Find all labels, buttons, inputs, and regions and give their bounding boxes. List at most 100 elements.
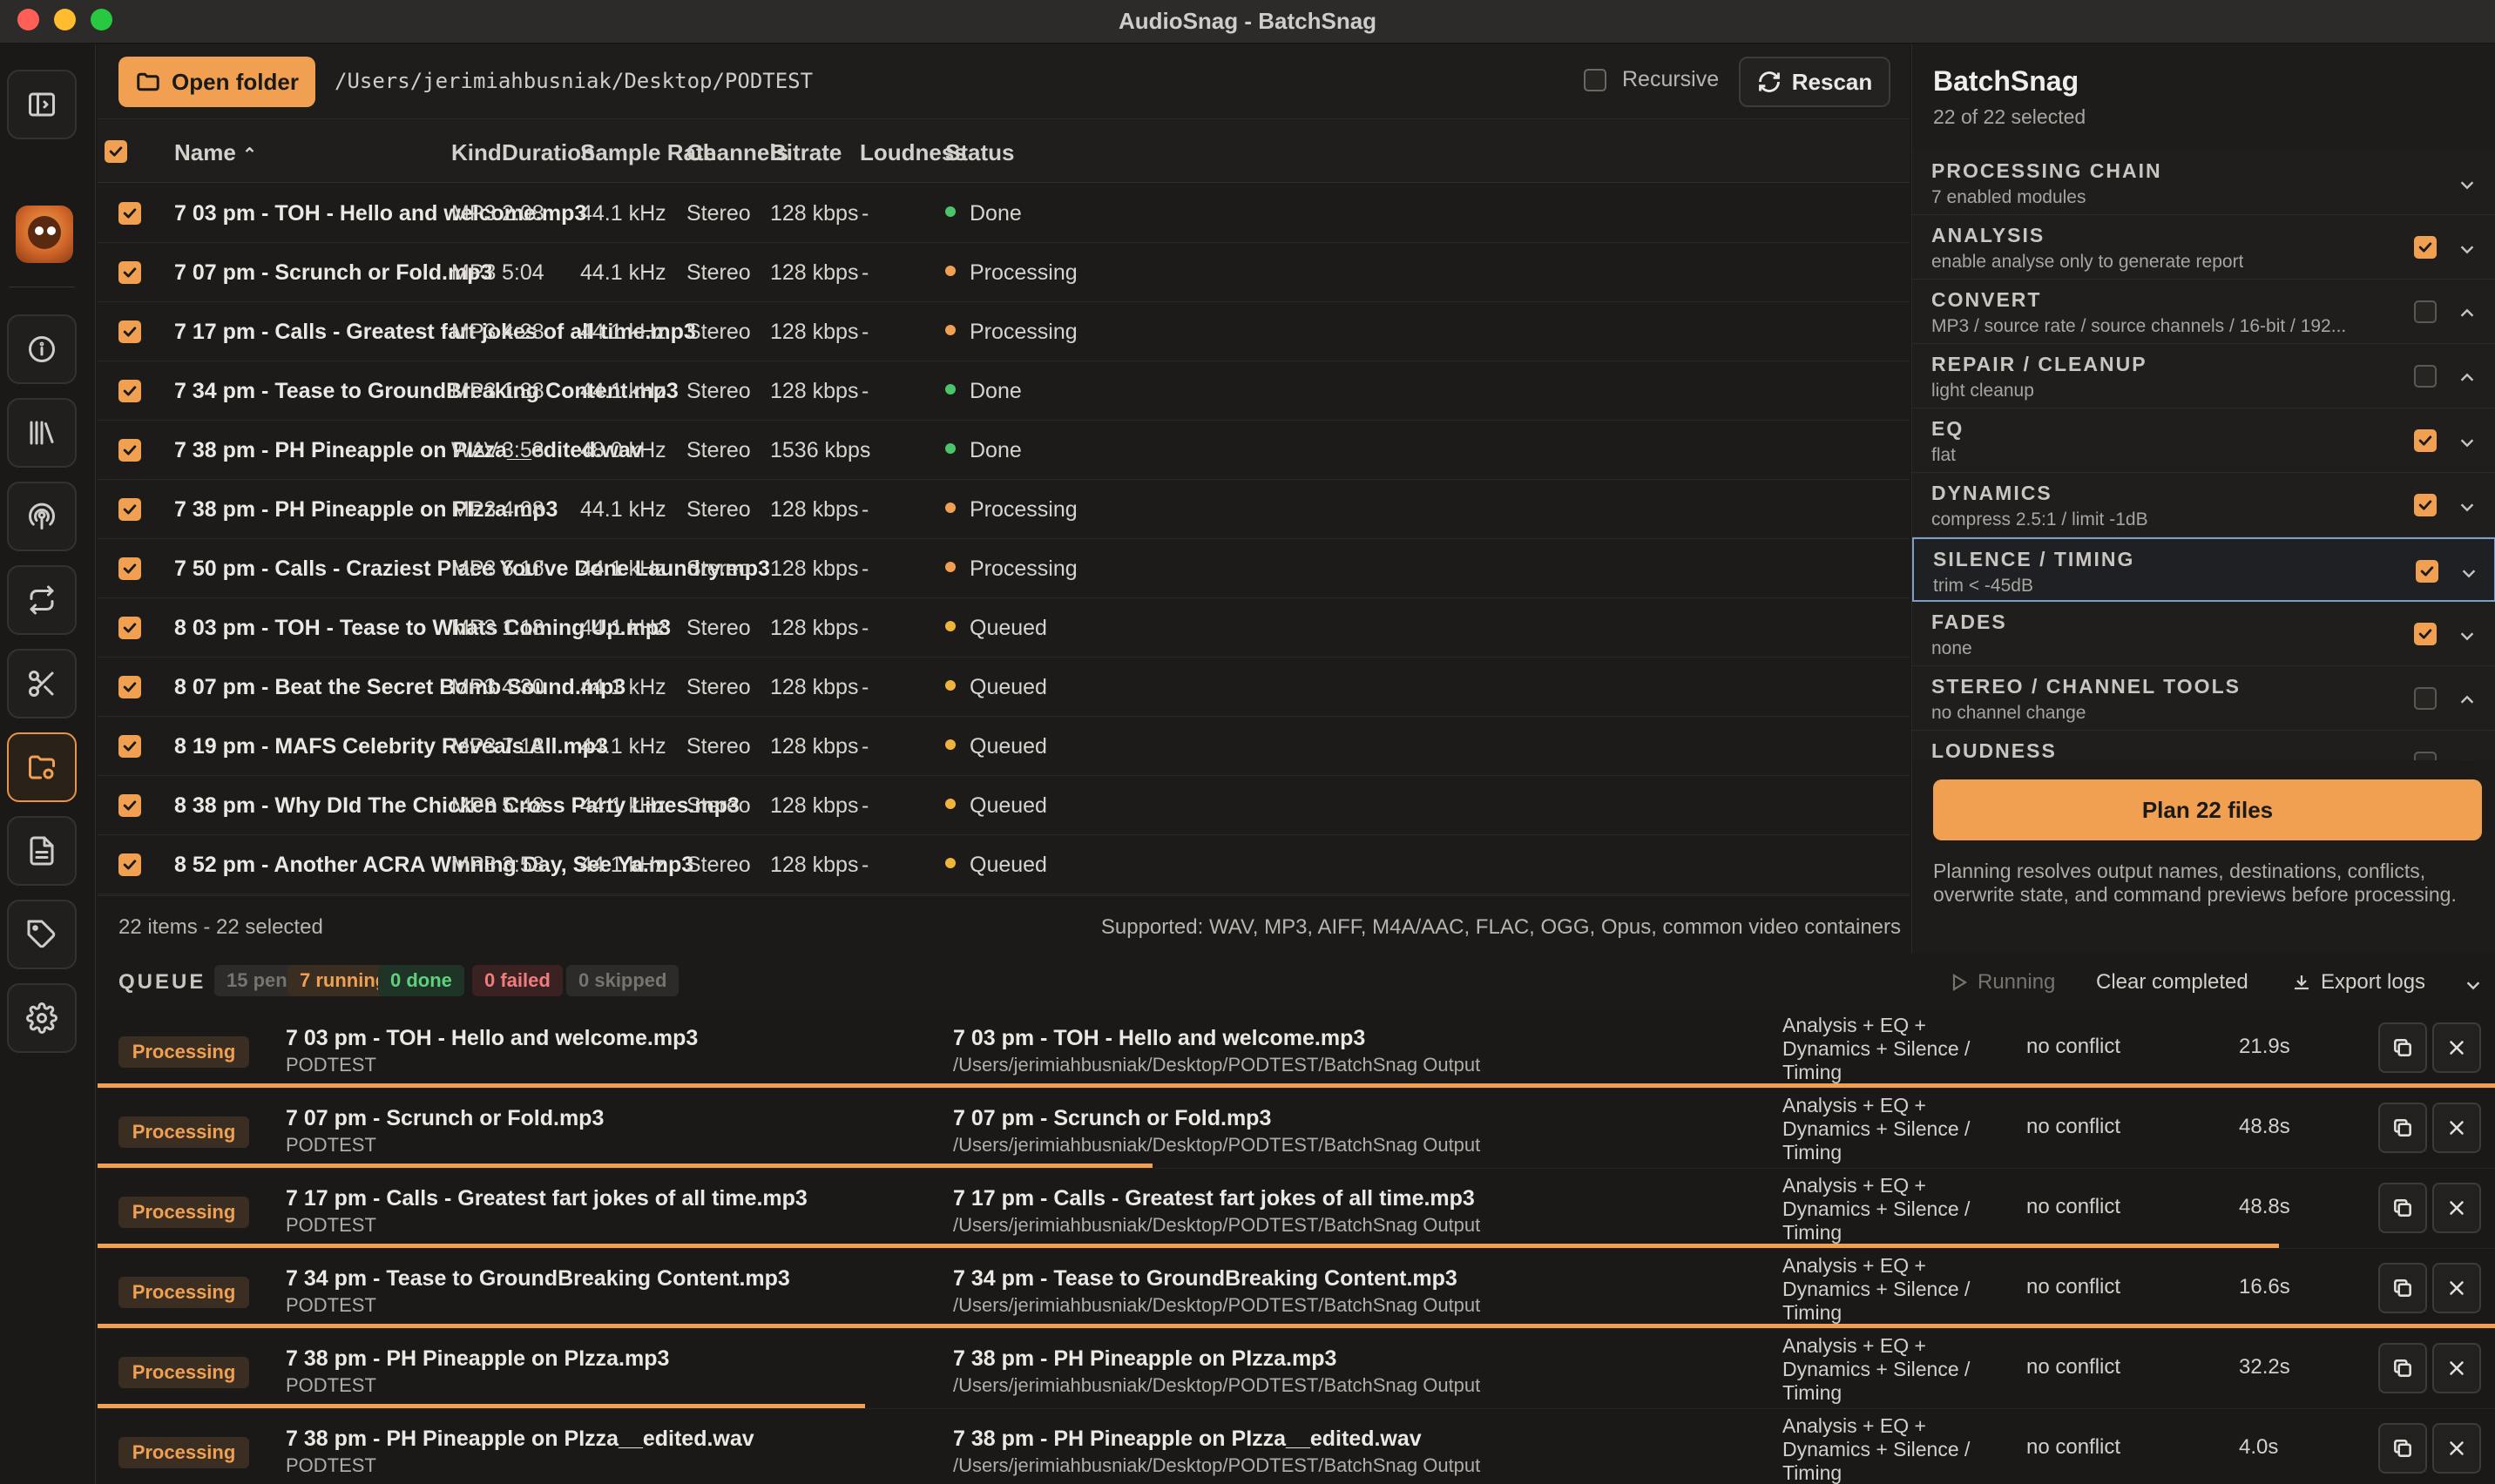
table-row[interactable]: 7 17 pm - Calls - Greatest fart jokes of… [98, 302, 1910, 361]
rail-tags-button[interactable] [7, 900, 77, 969]
rail-podcast-button[interactable] [7, 482, 77, 551]
table-row[interactable]: 7 38 pm - PH Pineapple on PIzza.mp3 MP3 4:… [98, 480, 1910, 539]
avatar[interactable] [16, 206, 73, 263]
chevron-down-icon[interactable] [2458, 175, 2477, 194]
rail-info-button[interactable] [7, 314, 77, 384]
row-checkbox[interactable] [118, 498, 141, 521]
row-checkbox[interactable] [118, 676, 141, 698]
module-enable-checkbox[interactable] [2414, 365, 2437, 388]
table-row[interactable]: 8 52 pm - Another ACRA Winning Day, See … [98, 835, 1910, 894]
module-analysis[interactable]: ANALYSIS enable analyse only to generate … [1912, 215, 2495, 280]
table-row[interactable]: 7 03 pm - TOH - Hello and welcome.mp3 MP3… [98, 184, 1910, 243]
table-row[interactable]: 8 03 pm - TOH - Tease to Whats Coming Up… [98, 598, 1910, 658]
cancel-job-button[interactable] [2432, 1022, 2481, 1073]
row-checkbox[interactable] [118, 439, 141, 462]
chevron-down-icon[interactable] [2458, 626, 2477, 645]
column-loudness[interactable]: Loudness [860, 139, 967, 165]
copy-command-button[interactable] [2378, 1343, 2427, 1393]
chevron-up-icon[interactable] [2458, 691, 2477, 710]
cancel-job-button[interactable] [2432, 1263, 2481, 1313]
minimize-window-button[interactable] [54, 9, 76, 30]
copy-command-button[interactable] [2378, 1423, 2427, 1474]
column-name[interactable]: Name ⌃ [174, 139, 257, 165]
sidebar-toggle-button[interactable] [7, 70, 77, 139]
module-eq[interactable]: EQ flat [1912, 408, 2495, 473]
copy-command-button[interactable] [2378, 1263, 2427, 1313]
chevron-down-icon[interactable] [2459, 563, 2478, 583]
zoom-window-button[interactable] [91, 9, 112, 30]
queue-row[interactable]: Processing 7 38 pm - PH Pineapple on PIzz… [98, 1409, 2495, 1484]
chevron-up-icon[interactable] [2458, 368, 2477, 388]
module-dynamics[interactable]: DYNAMICS compress 2.5:1 / limit -1dB [1912, 473, 2495, 537]
module-enable-checkbox[interactable] [2414, 752, 2437, 760]
column-kind[interactable]: Kind [451, 139, 502, 165]
cancel-job-button[interactable] [2432, 1343, 2481, 1393]
table-row[interactable]: 8 19 pm - MAFS Celebrity Reveals All.mp3… [98, 717, 1910, 776]
column-channels[interactable]: Channels [686, 139, 789, 165]
rail-library-button[interactable] [7, 398, 77, 468]
cancel-job-button[interactable] [2432, 1423, 2481, 1474]
queue-row[interactable]: Processing 7 38 pm - PH Pineapple on PIzz… [98, 1329, 2495, 1409]
table-row[interactable]: 7 50 pm - Calls - Craziest Place You've … [98, 539, 1910, 598]
column-status[interactable]: Status [945, 139, 1015, 165]
select-all-checkbox[interactable] [105, 140, 127, 163]
column-duration[interactable]: Duration [502, 139, 595, 165]
row-checkbox[interactable] [118, 202, 141, 225]
clear-completed-button[interactable]: Clear completed [2096, 970, 2248, 994]
rescan-button[interactable]: Rescan [1739, 57, 1890, 107]
module-enable-checkbox[interactable] [2414, 623, 2437, 645]
row-checkbox[interactable] [118, 617, 141, 639]
open-folder-button[interactable]: Open folder [118, 57, 315, 107]
row-checkbox[interactable] [118, 320, 141, 343]
table-row[interactable]: 8 38 pm - Why DId The Chicken Cross Part… [98, 776, 1910, 835]
module-enable-checkbox[interactable] [2414, 687, 2437, 710]
running-button[interactable]: Running [1948, 970, 2055, 995]
chevron-down-icon[interactable] [2458, 433, 2477, 452]
chevron-down-icon[interactable] [2458, 497, 2477, 516]
module-enable-checkbox[interactable] [2414, 236, 2437, 259]
module-enable-checkbox[interactable] [2414, 494, 2437, 516]
module-fades[interactable]: FADES none [1912, 602, 2495, 666]
chevron-up-icon[interactable] [2458, 755, 2477, 760]
queue-row[interactable]: Processing 7 17 pm - Calls - Greatest far… [98, 1169, 2495, 1249]
queue-row[interactable]: Processing 7 07 pm - Scrunch or Fold.mp3 P… [98, 1089, 2495, 1169]
chevron-down-icon[interactable] [2458, 239, 2477, 259]
export-logs-button[interactable]: Export logs [2291, 970, 2425, 995]
row-checkbox[interactable] [118, 735, 141, 758]
table-row[interactable]: 7 34 pm - Tease to GroundBreaking Conten… [98, 361, 1910, 421]
copy-command-button[interactable] [2378, 1183, 2427, 1233]
rail-batch-button[interactable] [7, 732, 77, 802]
row-checkbox[interactable] [118, 380, 141, 402]
rail-trim-button[interactable] [7, 649, 77, 718]
module-enable-checkbox[interactable] [2414, 300, 2437, 323]
table-row[interactable]: 7 07 pm - Scrunch or Fold.mp3 MP3 5:04 44.1… [98, 243, 1910, 302]
table-row[interactable]: 8 07 pm - Beat the Secret Bomb Sound.mp3… [98, 658, 1910, 717]
recursive-toggle[interactable]: Recursive [1584, 67, 1719, 92]
table-row[interactable]: 7 38 pm - PH Pineapple on PIzza__edited.… [98, 421, 1910, 480]
module-convert[interactable]: CONVERT MP3 / source rate / source channe… [1912, 280, 2495, 344]
row-checkbox[interactable] [118, 557, 141, 580]
row-checkbox[interactable] [118, 853, 141, 876]
copy-command-button[interactable] [2378, 1103, 2427, 1153]
module-repair-cleanup[interactable]: REPAIR / CLEANUP light cleanup [1912, 344, 2495, 408]
rail-report-button[interactable] [7, 816, 77, 886]
row-checkbox[interactable] [118, 261, 141, 284]
module-stereo-channel-tools[interactable]: STEREO / CHANNEL TOOLS no channel change [1912, 666, 2495, 731]
cancel-job-button[interactable] [2432, 1183, 2481, 1233]
copy-command-button[interactable] [2378, 1022, 2427, 1073]
module-processing-chain[interactable]: PROCESSING CHAIN 7 enabled modules [1912, 151, 2495, 215]
row-checkbox[interactable] [118, 794, 141, 817]
module-enable-checkbox[interactable] [2414, 429, 2437, 452]
close-window-button[interactable] [17, 9, 39, 30]
cancel-job-button[interactable] [2432, 1103, 2481, 1153]
plan-files-button[interactable]: Plan 22 files [1933, 779, 2482, 840]
rail-settings-button[interactable] [7, 983, 77, 1053]
rail-convert-button[interactable] [7, 565, 77, 635]
queue-row[interactable]: Processing 7 34 pm - Tease to GroundBreak… [98, 1249, 2495, 1329]
module-enable-checkbox[interactable] [2416, 560, 2438, 583]
chevron-up-icon[interactable] [2458, 304, 2477, 323]
module-loudness[interactable]: LOUDNESS [1912, 731, 2495, 760]
queue-row[interactable]: Processing 7 03 pm - TOH - Hello and welc… [98, 1008, 2495, 1089]
column-sample-rate[interactable]: Sample Rate [580, 139, 717, 165]
chevron-down-icon[interactable] [2464, 975, 2483, 995]
